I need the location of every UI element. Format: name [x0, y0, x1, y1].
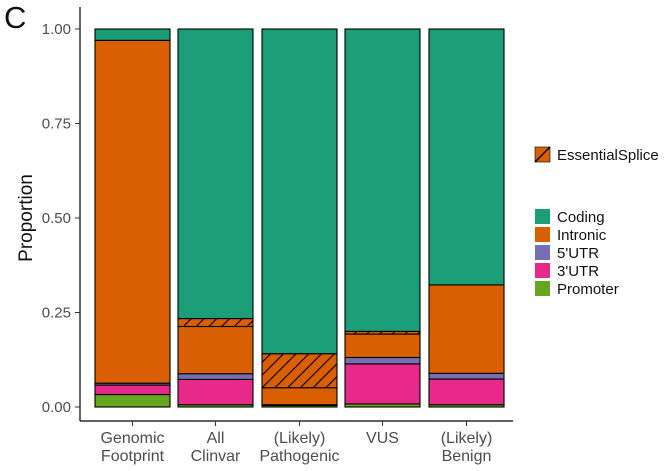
panel-letter: C	[4, 0, 27, 35]
bar-segment	[344, 356, 421, 365]
legend-label: Intronic	[557, 227, 607, 244]
bar-segment	[261, 387, 338, 406]
legend-key	[535, 227, 550, 242]
x-tick-label: VUS	[366, 430, 399, 447]
legend-key	[535, 245, 550, 260]
legend-label: Promoter	[557, 281, 619, 298]
bar-segment	[428, 284, 505, 374]
bar-segment	[344, 28, 421, 332]
x-tick-label: Benign	[442, 448, 492, 465]
y-tick-label: 0.75	[42, 116, 71, 133]
x-tick-label: (Likely)	[274, 430, 326, 447]
x-tick-label: Genomic	[100, 430, 164, 447]
bar-segment	[261, 28, 338, 355]
x-tick-label: Footprint	[101, 448, 165, 465]
legend-key	[535, 281, 550, 296]
legend-label: 5'UTR	[557, 245, 599, 262]
bar-segment	[428, 28, 505, 286]
legend-key	[535, 263, 550, 278]
bar-segment	[344, 333, 421, 359]
bar-segment	[261, 353, 338, 389]
bars-group	[94, 28, 505, 408]
y-tick-label: 1.00	[42, 21, 71, 38]
y-tick-label: 0.50	[42, 210, 71, 227]
x-tick-label: All	[207, 430, 225, 447]
legend-label: EssentialSplice	[557, 147, 659, 164]
legend-label: Coding	[557, 209, 605, 226]
legend: EssentialSplice CodingIntronic5'UTR3'UTRP…	[534, 146, 659, 298]
legend-key-hatch-line	[534, 146, 551, 163]
bar-segment	[177, 378, 254, 406]
x-tick-label: Clinvar	[191, 448, 241, 465]
bar-segment	[94, 39, 171, 384]
y-axis-title: Proportion	[16, 174, 37, 262]
y-tick-label: 0.00	[42, 399, 71, 416]
bar-segment	[344, 363, 421, 405]
bar-segment	[94, 384, 171, 396]
bar-segment	[177, 28, 254, 320]
legend-key	[535, 209, 550, 224]
bar-segment	[177, 317, 254, 328]
x-tick-label: Pathogenic	[259, 448, 339, 465]
bar-segment	[94, 28, 171, 41]
x-tick-label: (Likely)	[441, 430, 493, 447]
legend-label: 3'UTR	[557, 263, 599, 280]
bar-segment	[94, 393, 171, 408]
bar-segment	[177, 325, 254, 375]
bar-segment	[177, 373, 254, 380]
y-tick-label: 0.25	[42, 305, 71, 322]
bar-segment	[428, 372, 505, 380]
bar-segment	[428, 378, 505, 406]
